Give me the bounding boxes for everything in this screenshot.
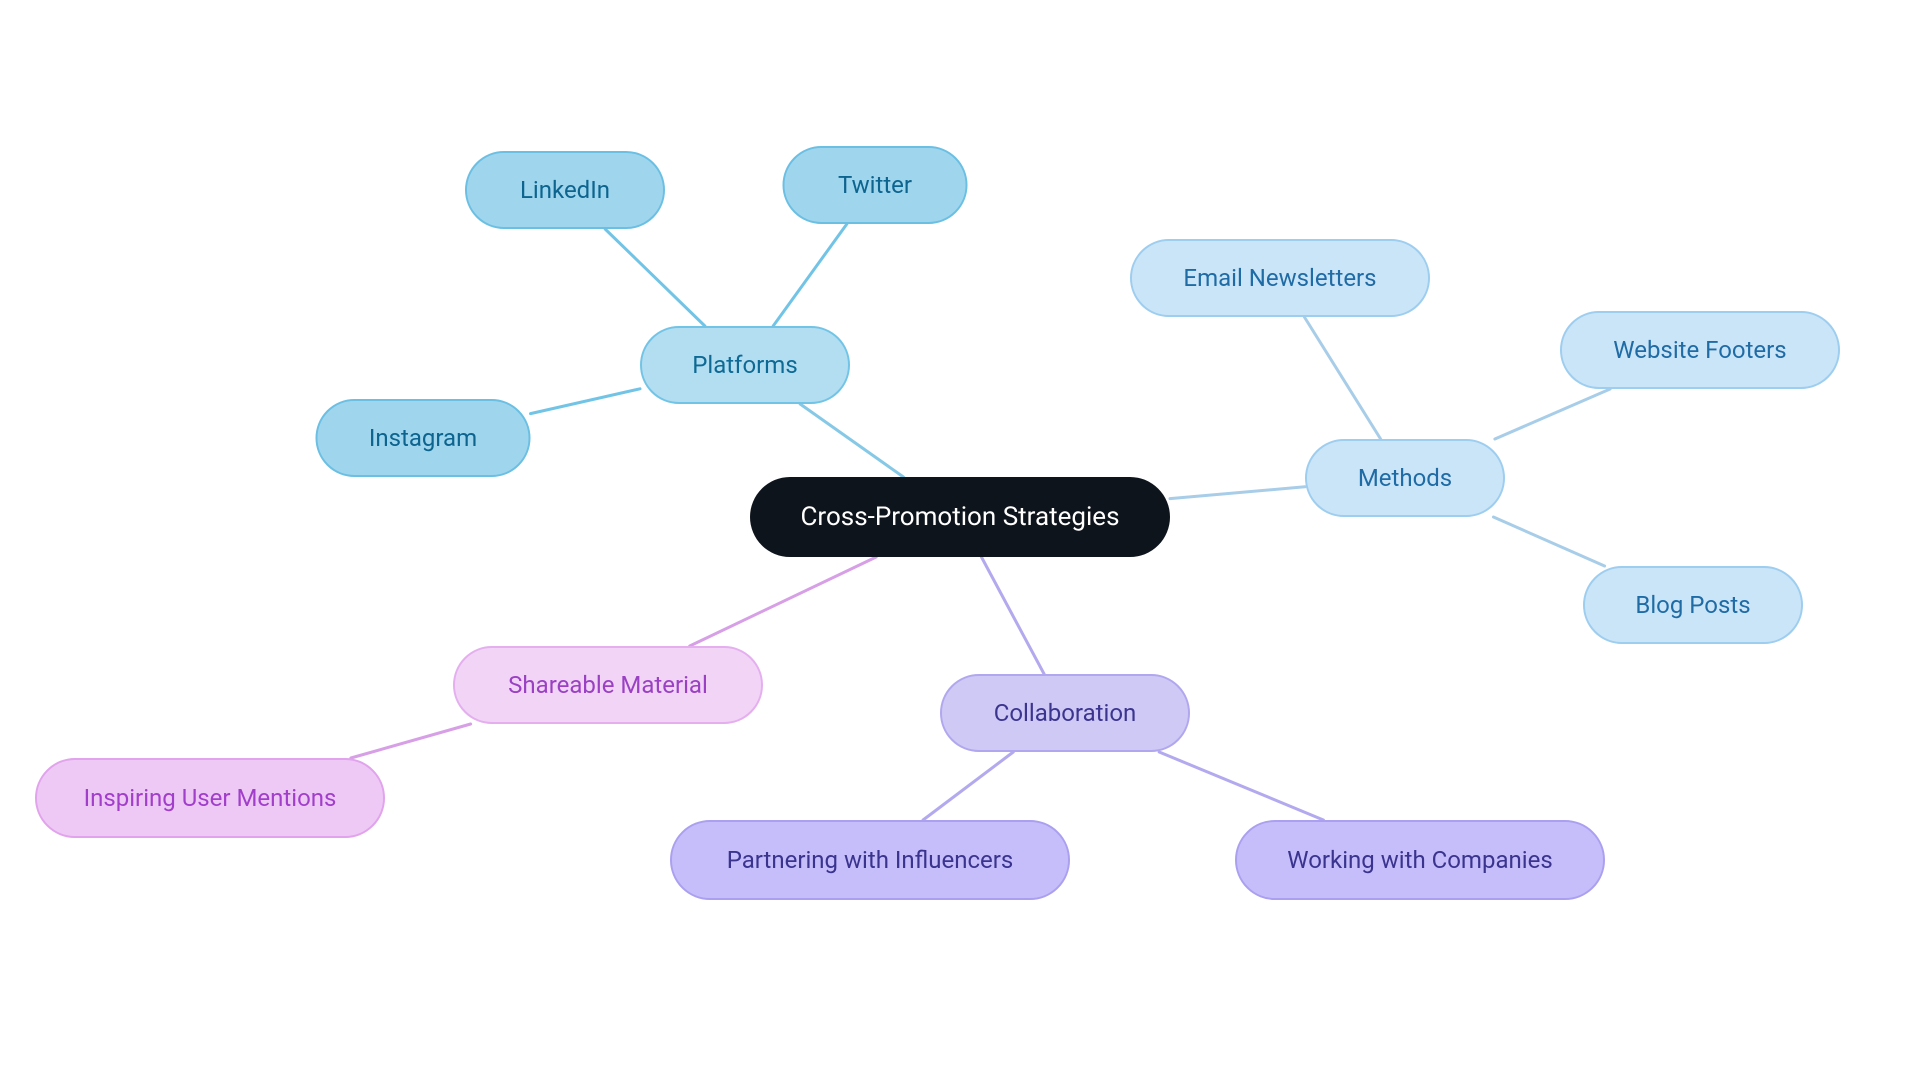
node-mentions: Inspiring User Mentions xyxy=(35,758,385,838)
node-influencers: Partnering with Influencers xyxy=(670,820,1070,900)
mindmap-canvas: Cross-Promotion Strategies Platforms Linke… xyxy=(0,0,1920,1083)
node-platforms: Platforms xyxy=(640,326,850,404)
node-footers: Website Footers xyxy=(1560,311,1840,389)
node-root: Cross-Promotion Strategies xyxy=(750,477,1170,557)
node-label: Website Footers xyxy=(1613,336,1786,364)
node-label: Inspiring User Mentions xyxy=(84,784,337,812)
node-label: Partnering with Influencers xyxy=(727,846,1014,874)
node-label: Collaboration xyxy=(994,699,1137,727)
node-blog: Blog Posts xyxy=(1583,566,1803,644)
edge-methods-blog xyxy=(1493,517,1604,566)
node-methods: Methods xyxy=(1305,439,1505,517)
node-label: Shareable Material xyxy=(508,671,708,699)
edge-shareable-mentions xyxy=(351,724,471,758)
edge-platforms-linkedin xyxy=(605,229,705,326)
edge-platforms-twitter xyxy=(773,224,847,326)
node-companies: Working with Companies xyxy=(1235,820,1605,900)
node-twitter: Twitter xyxy=(783,146,968,224)
edge-root-shareable xyxy=(690,557,876,646)
node-instagram: Instagram xyxy=(316,399,531,477)
node-collab: Collaboration xyxy=(940,674,1190,752)
node-label: Instagram xyxy=(369,424,477,452)
node-linkedin: LinkedIn xyxy=(465,151,665,229)
edge-methods-footers xyxy=(1495,389,1610,439)
edge-methods-email xyxy=(1304,317,1380,439)
node-label: LinkedIn xyxy=(520,176,610,204)
node-label: Cross-Promotion Strategies xyxy=(800,502,1119,532)
edge-root-methods xyxy=(1170,487,1305,499)
edge-collab-companies xyxy=(1159,752,1323,820)
edge-collab-influencers xyxy=(923,752,1013,820)
node-label: Working with Companies xyxy=(1287,846,1552,874)
node-shareable: Shareable Material xyxy=(453,646,763,724)
edge-root-collab xyxy=(981,557,1044,674)
node-email: Email Newsletters xyxy=(1130,239,1430,317)
node-label: Twitter xyxy=(838,171,912,199)
node-label: Email Newsletters xyxy=(1183,264,1376,292)
node-label: Methods xyxy=(1358,464,1452,492)
node-label: Blog Posts xyxy=(1635,591,1750,619)
node-label: Platforms xyxy=(692,351,797,379)
edge-platforms-instagram xyxy=(531,389,641,414)
edge-root-platforms xyxy=(800,404,903,477)
